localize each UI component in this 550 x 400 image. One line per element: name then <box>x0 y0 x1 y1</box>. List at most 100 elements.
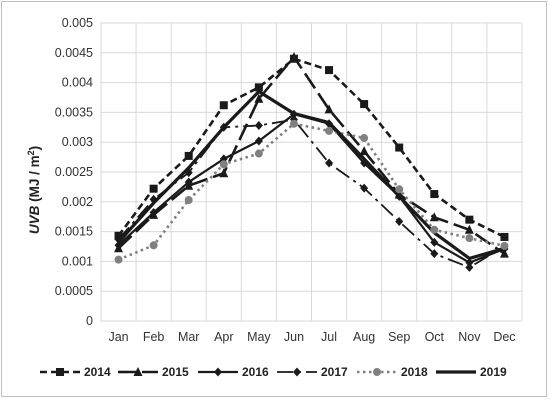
x-tick-label: Feb <box>143 330 165 344</box>
series-layer <box>117 55 506 269</box>
y-axis-unit-open: (MJ / m <box>27 155 42 205</box>
data-point-square <box>500 232 509 241</box>
data-point-triangle <box>219 168 229 178</box>
data-point-square <box>149 184 158 193</box>
data-point-circle <box>373 368 381 376</box>
data-point-circle <box>395 185 404 194</box>
data-point-square <box>219 101 228 110</box>
data-point-diamond <box>430 237 439 247</box>
data-point-square <box>56 368 64 376</box>
data-point-diamond <box>465 262 474 272</box>
data-point-diamond <box>184 168 193 178</box>
y-axis-variable: UVB <box>27 205 42 234</box>
label-layer: 0 0.0005 0.001 0.0015 0.002 0.0025 0.003 0.0035… <box>55 16 516 344</box>
x-tick-label: Dec <box>493 330 515 344</box>
data-point-square <box>430 190 439 199</box>
data-point-diamond <box>465 258 474 268</box>
data-point-diamond <box>219 122 228 132</box>
data-point-diamond <box>254 136 263 146</box>
data-point-circle <box>500 241 509 250</box>
data-point-square <box>325 66 334 75</box>
marker-layer <box>114 51 509 272</box>
x-tick-label: Mar <box>178 330 200 344</box>
legend: 2014 2015 2016 2017 2018 2019 <box>40 365 507 379</box>
x-tick-label: Oct <box>425 330 445 344</box>
data-point-diamond <box>114 234 123 244</box>
y-tick-label: 0.002 <box>62 195 93 209</box>
y-tick-label: 0.0025 <box>55 165 93 179</box>
data-point-circle <box>184 196 193 205</box>
x-tick-label: Aug <box>353 330 375 344</box>
data-point-triangle <box>429 212 439 222</box>
y-tick-label: 0 <box>86 314 93 328</box>
legend-label-2019: 2019 <box>480 365 507 379</box>
x-tick-label: Jan <box>108 330 128 344</box>
series-line-2017 <box>117 118 505 269</box>
legend-label-2014: 2014 <box>84 365 111 379</box>
legend-label-2017: 2017 <box>321 365 348 379</box>
data-point-diamond <box>254 121 263 131</box>
y-tick-label: 0.005 <box>62 16 93 30</box>
data-point-circle <box>149 241 158 250</box>
y-tick-label: 0.0045 <box>55 46 93 60</box>
y-tick-label: 0.004 <box>62 76 93 90</box>
data-point-circle <box>360 134 369 143</box>
data-point-diamond <box>149 208 158 218</box>
data-point-square <box>465 215 474 224</box>
data-point-diamond <box>214 367 222 377</box>
data-point-circle <box>465 234 474 243</box>
data-point-square <box>254 83 263 92</box>
data-point-triangle <box>289 51 299 61</box>
data-point-triangle <box>359 146 369 156</box>
data-point-circle <box>325 126 334 135</box>
data-point-diamond <box>395 191 404 201</box>
data-point-diamond <box>325 158 334 168</box>
y-tick-label: 0.0005 <box>55 284 93 298</box>
x-tick-label: Jul <box>321 330 337 344</box>
y-tick-label: 0.0015 <box>55 225 93 239</box>
series-line-2018 <box>118 122 505 261</box>
data-point-diamond <box>430 249 439 259</box>
data-point-circle <box>254 149 263 158</box>
y-axis-title: UVB (MJ / m2) <box>26 146 42 234</box>
data-point-diamond <box>395 216 404 226</box>
data-point-diamond <box>149 194 158 204</box>
data-point-diamond <box>360 158 369 168</box>
grid-layer <box>100 22 523 322</box>
data-point-triangle <box>324 104 334 114</box>
y-axis-unit-exponent: 2 <box>26 150 36 155</box>
x-tick-label: Apr <box>214 330 233 344</box>
x-tick-label: May <box>247 330 271 344</box>
series-line-2015 <box>117 55 506 255</box>
data-point-diamond <box>325 119 334 129</box>
data-point-triangle <box>133 367 143 376</box>
data-point-diamond <box>289 109 298 119</box>
series-line-2019 <box>117 89 505 260</box>
legend-label-2016: 2016 <box>242 365 269 379</box>
legend-label-2018: 2018 <box>401 365 428 379</box>
data-point-circle <box>289 119 298 128</box>
data-point-triangle <box>254 93 264 103</box>
data-point-circle <box>114 255 123 264</box>
legend-label-2015: 2015 <box>162 365 189 379</box>
y-tick-label: 0.001 <box>62 254 93 268</box>
x-tick-label: Jun <box>284 330 304 344</box>
data-point-circle <box>430 225 439 234</box>
data-point-diamond <box>360 183 369 193</box>
y-tick-label: 0.0035 <box>55 105 93 119</box>
data-point-square <box>184 151 193 160</box>
data-point-triangle <box>464 224 474 234</box>
data-point-square <box>395 143 404 152</box>
data-point-circle <box>219 160 228 169</box>
data-point-square <box>360 100 369 109</box>
data-point-diamond <box>293 367 301 377</box>
data-point-diamond <box>114 240 123 250</box>
x-tick-label: Sep <box>388 330 410 344</box>
data-point-diamond <box>184 177 193 187</box>
y-axis-unit-close: ) <box>27 146 42 151</box>
x-tick-label: Nov <box>458 330 481 344</box>
y-tick-label: 0.003 <box>62 135 93 149</box>
